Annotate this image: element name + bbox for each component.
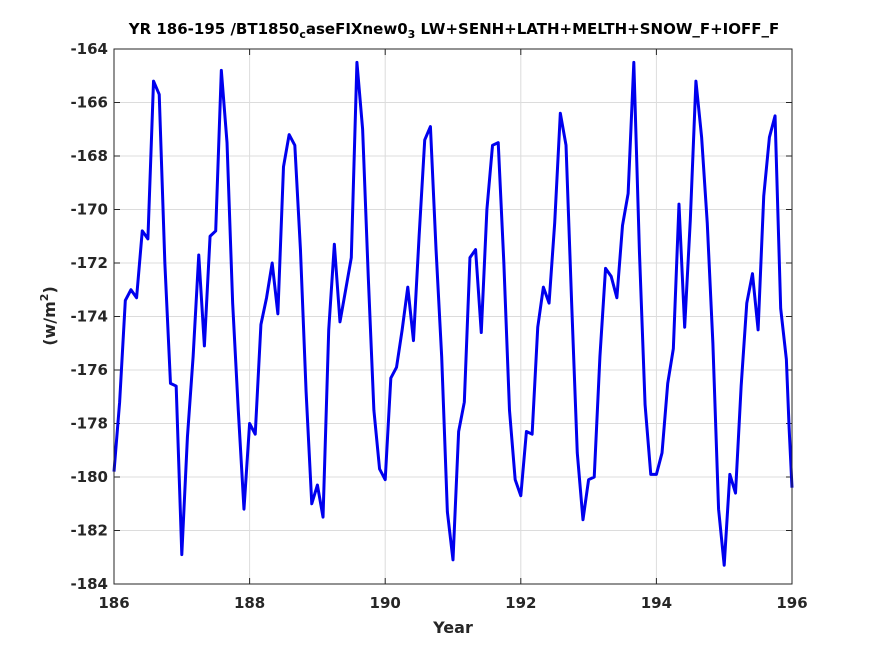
data-series xyxy=(112,60,794,567)
y-axis-label-part-2: ) xyxy=(40,286,59,293)
title-subscript-1: c xyxy=(299,28,306,41)
x-tick-label: 196 xyxy=(776,594,807,612)
x-tick-label: 188 xyxy=(234,594,265,612)
y-tick-label: -182 xyxy=(70,522,108,540)
x-axis-label: Year xyxy=(432,618,473,637)
x-tick-label: 192 xyxy=(505,594,536,612)
y-tick-label: -172 xyxy=(70,254,108,272)
y-tick-label: -180 xyxy=(70,468,108,486)
y-tick-label: -176 xyxy=(70,361,108,379)
y-tick-label: -166 xyxy=(70,94,108,112)
chart-title: YR 186-195 /BT1850caseFIXnew03 LW+SENH+L… xyxy=(128,20,780,41)
x-tick-label: 194 xyxy=(641,594,672,612)
y-axis-label: (w/m2) xyxy=(38,286,59,346)
y-tick-label: -170 xyxy=(70,201,108,219)
y-axis-label-superscript: 2 xyxy=(38,294,51,302)
title-part-1: YR 186-195 /BT1850 xyxy=(128,20,300,38)
x-tick-label: 186 xyxy=(98,594,129,612)
y-tick-label: -168 xyxy=(70,147,108,165)
title-part-2: aseFIXnew0 xyxy=(306,20,408,38)
series-line-1 xyxy=(112,60,794,567)
y-tick-label: -174 xyxy=(70,308,108,326)
y-tick-label: -184 xyxy=(70,575,108,593)
title-part-3: LW+SENH+LATH+MELTH+SNOW_F+IOFF_F xyxy=(415,20,779,38)
y-tick-label: -164 xyxy=(70,40,108,58)
title-subscript-2: 3 xyxy=(408,28,416,41)
y-axis-label-part-1: (w/m xyxy=(40,301,59,346)
x-tick-label: 190 xyxy=(370,594,401,612)
y-tick-label: -178 xyxy=(70,415,108,433)
plot-frame xyxy=(113,48,793,585)
